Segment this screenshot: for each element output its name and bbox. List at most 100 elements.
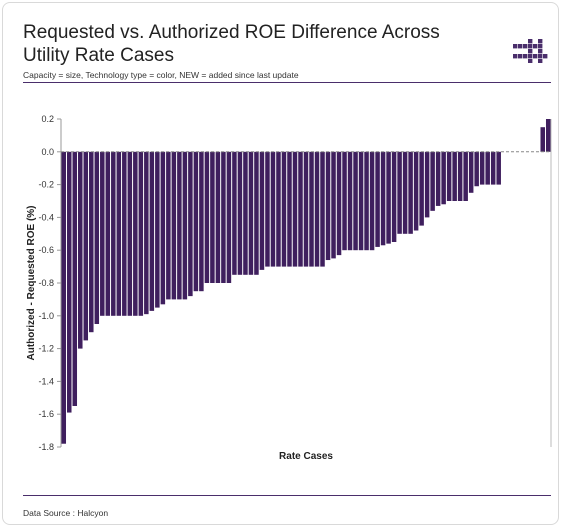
bar[interactable] <box>408 151 413 234</box>
bar[interactable] <box>336 151 342 256</box>
chart-title: Requested vs. Authorized ROE Difference … <box>23 22 440 66</box>
bar[interactable] <box>78 151 83 349</box>
data-source-note: Data Source : Halcyon <box>23 508 109 518</box>
y-tick-label: -1.4 <box>38 376 54 386</box>
bar[interactable] <box>441 151 446 205</box>
bar[interactable] <box>237 151 243 275</box>
bar[interactable] <box>375 151 380 247</box>
bar[interactable] <box>177 151 182 300</box>
bar[interactable] <box>144 151 149 315</box>
bar[interactable] <box>309 151 314 267</box>
y-tick-label: -0.2 <box>38 180 54 190</box>
bar[interactable] <box>303 151 309 267</box>
bar[interactable] <box>347 151 353 251</box>
bar[interactable] <box>254 151 259 275</box>
bar[interactable] <box>281 151 287 267</box>
bar[interactable] <box>402 151 408 234</box>
bar[interactable] <box>155 151 160 308</box>
bar[interactable] <box>325 151 331 261</box>
bar[interactable] <box>188 151 193 297</box>
bar[interactable] <box>111 151 116 316</box>
bar[interactable] <box>446 151 452 201</box>
bar[interactable] <box>463 151 468 201</box>
y-tick-label: -1.2 <box>38 344 54 354</box>
bar[interactable] <box>226 151 232 283</box>
bar[interactable] <box>380 151 386 246</box>
bar[interactable] <box>248 151 254 275</box>
bar[interactable] <box>276 151 281 267</box>
bar[interactable] <box>490 151 496 185</box>
bar[interactable] <box>474 151 479 187</box>
bar[interactable] <box>83 151 89 341</box>
bar[interactable] <box>540 127 545 152</box>
bar[interactable] <box>468 151 474 193</box>
bar[interactable] <box>265 151 270 267</box>
bar[interactable] <box>369 151 375 251</box>
y-tick-label: 0.0 <box>41 147 54 157</box>
bar[interactable] <box>221 151 226 283</box>
bar[interactable] <box>485 151 490 185</box>
chart-subtitle: Capacity = size, Technology type = color… <box>23 70 299 80</box>
bar[interactable] <box>424 151 430 218</box>
y-tick-label: -0.6 <box>38 245 54 255</box>
bar[interactable] <box>182 151 188 300</box>
bar[interactable] <box>259 151 265 270</box>
bar[interactable] <box>331 151 336 259</box>
bar[interactable] <box>204 151 210 283</box>
bar[interactable] <box>320 151 325 267</box>
bar[interactable] <box>171 151 177 300</box>
bar[interactable] <box>287 151 292 267</box>
bar[interactable] <box>545 119 551 152</box>
bar[interactable] <box>215 151 221 283</box>
bar[interactable] <box>199 151 204 292</box>
bar[interactable] <box>496 151 501 185</box>
bars-group <box>61 119 551 444</box>
y-tick-label: 0.2 <box>41 114 54 124</box>
bar[interactable] <box>419 151 424 226</box>
bar[interactable] <box>243 151 248 275</box>
bar[interactable] <box>105 151 111 316</box>
bar[interactable] <box>61 151 67 444</box>
bar[interactable] <box>386 151 391 244</box>
bar[interactable] <box>397 151 402 234</box>
bar[interactable] <box>413 151 419 231</box>
bar[interactable] <box>160 151 166 305</box>
bar[interactable] <box>166 151 171 300</box>
bar[interactable] <box>100 151 105 316</box>
x-axis-label: Rate Cases <box>279 451 333 462</box>
bar[interactable] <box>67 151 72 413</box>
bar[interactable] <box>391 151 397 242</box>
bar[interactable] <box>457 151 463 201</box>
bar[interactable] <box>430 151 435 211</box>
y-axis-label: Authorized - Requested ROE (%) <box>26 205 37 360</box>
bar[interactable] <box>138 151 144 316</box>
bar[interactable] <box>452 151 457 201</box>
bar[interactable] <box>127 151 133 316</box>
bar[interactable] <box>292 151 298 267</box>
bar[interactable] <box>298 151 303 267</box>
y-axis: 0.2 0.0 -0.2 -0.4 -0.6 -0.8 -1.0 -1.2 -1.4 -1.6 -1… <box>38 114 552 452</box>
brand-logo-icon <box>513 39 548 63</box>
bar[interactable] <box>193 151 199 292</box>
bar[interactable] <box>94 151 100 324</box>
bar[interactable] <box>358 151 364 251</box>
bar[interactable] <box>116 151 122 316</box>
bar[interactable] <box>364 151 369 251</box>
bar[interactable] <box>89 151 94 333</box>
bar[interactable] <box>149 151 155 311</box>
bar[interactable] <box>210 151 215 283</box>
bar[interactable] <box>353 151 358 251</box>
y-tick-label: -0.8 <box>38 278 54 288</box>
footer-divider <box>23 495 551 496</box>
bar[interactable] <box>270 151 276 267</box>
bar[interactable] <box>122 151 127 316</box>
bar[interactable] <box>342 151 347 251</box>
bar[interactable] <box>133 151 138 316</box>
y-tick-label: -1.8 <box>38 442 54 452</box>
bar[interactable] <box>314 151 320 267</box>
bar[interactable] <box>479 151 485 185</box>
bar[interactable] <box>232 151 237 275</box>
bar[interactable] <box>435 151 441 206</box>
bar[interactable] <box>72 151 78 406</box>
